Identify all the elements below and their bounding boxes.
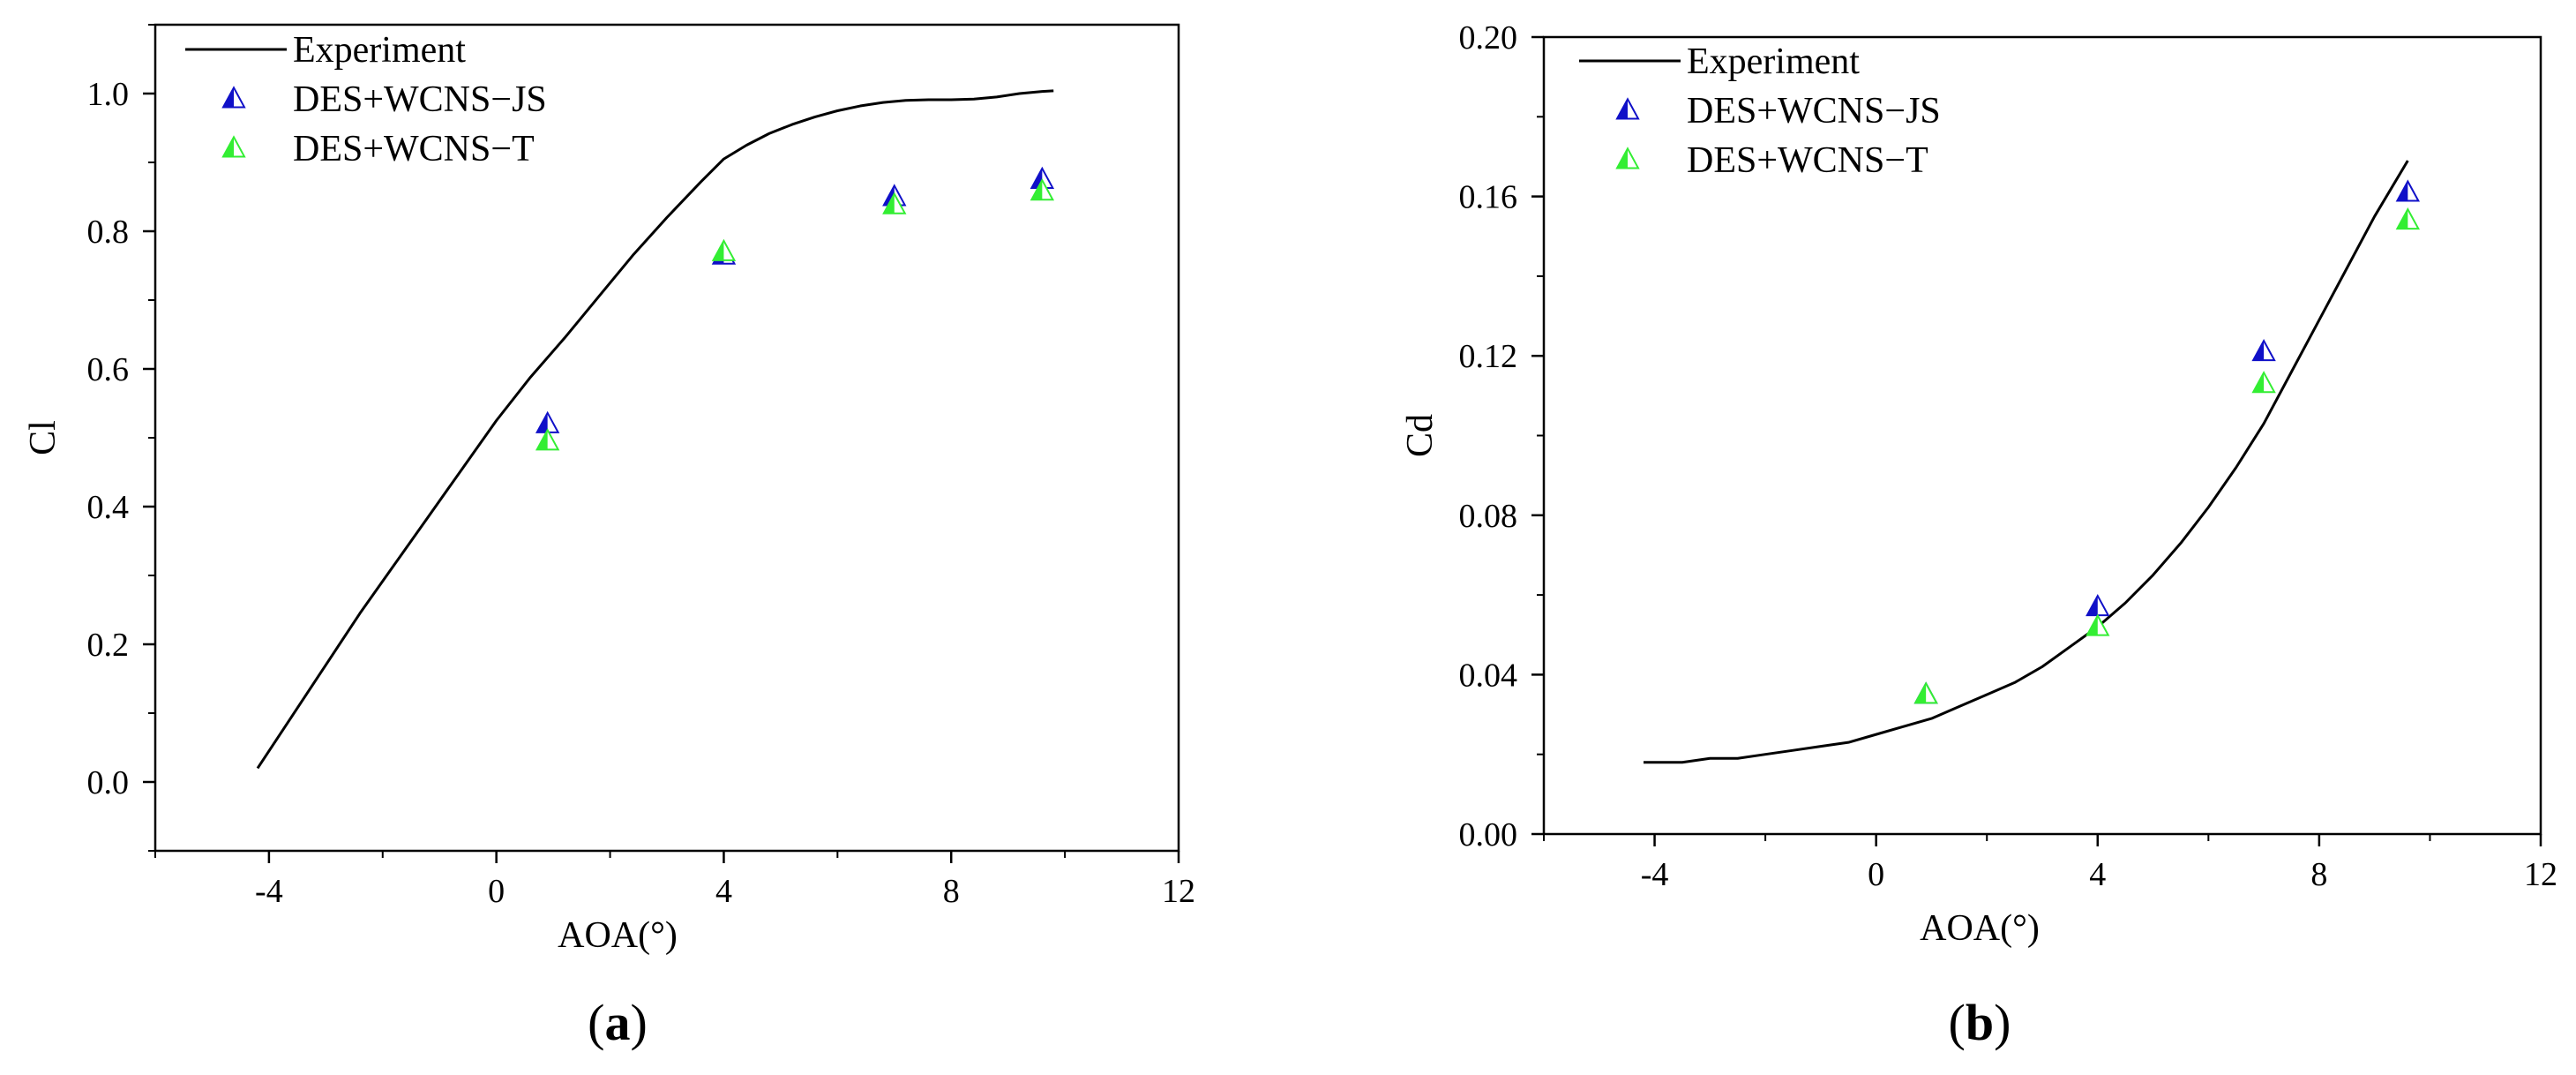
y-tick-label: 0.08 bbox=[1459, 498, 1518, 535]
legend: Experiment DES+WCNS−JS DES+WCNS−T bbox=[185, 30, 547, 169]
x-tick-label: 0 bbox=[488, 873, 505, 910]
data-point bbox=[2086, 613, 2110, 636]
data-point bbox=[2251, 338, 2276, 362]
data-point bbox=[2395, 207, 2421, 230]
experiment-line bbox=[1644, 160, 2409, 764]
legend-entry-label: Experiment bbox=[293, 30, 466, 71]
legend-entry-label: DES+WCNS−JS bbox=[293, 79, 547, 120]
data-point bbox=[882, 192, 907, 214]
legend: Experiment DES+WCNS−JS DES+WCNS−T bbox=[1579, 41, 1941, 181]
y-tick-label: 0.04 bbox=[1459, 657, 1518, 694]
y-tick-label: 0.0 bbox=[87, 764, 130, 801]
panel-label: (b) bbox=[1949, 994, 2011, 1051]
data-point bbox=[2395, 179, 2421, 202]
y-tick-label: 0.6 bbox=[87, 351, 130, 388]
cl-chart: -4 0 4 8 12 0.0 0.2 0.4 0.6 0.8 1.0 AOA(°) Cl (a) Expe… bbox=[23, 23, 1195, 1051]
y-tick-label: 0.16 bbox=[1459, 179, 1518, 216]
legend-entry-label: Experiment bbox=[1687, 41, 1860, 82]
x-tick-label: 8 bbox=[943, 873, 960, 910]
legend-entry-label: DES+WCNS−JS bbox=[1687, 91, 1941, 132]
panel-label: (a) bbox=[588, 994, 648, 1051]
y-axis-label: Cl bbox=[23, 420, 64, 455]
data-point bbox=[2086, 593, 2110, 617]
y-tick-label: 0.20 bbox=[1459, 19, 1518, 56]
x-tick-label: 12 bbox=[1162, 873, 1195, 910]
experiment-line bbox=[256, 89, 1054, 770]
cd-chart: -4 0 4 8 12 0.00 0.04 0.08 0.12 0.16 0.20 AOA(°) Cd (… bbox=[1400, 19, 2557, 1051]
data-point bbox=[1913, 681, 1938, 704]
y-axis-label: Cd bbox=[1400, 414, 1441, 457]
x-tick-label: 4 bbox=[2089, 856, 2106, 893]
x-tick-label: 12 bbox=[2524, 856, 2557, 893]
legend-entry-label: DES+WCNS−T bbox=[1687, 140, 1928, 181]
y-tick-label: 1.0 bbox=[87, 76, 130, 113]
x-axis-label: AOA(°) bbox=[1920, 908, 2040, 949]
legend-marker bbox=[1615, 147, 1640, 169]
data-point bbox=[535, 428, 560, 451]
data-point bbox=[1030, 178, 1055, 201]
y-tick-label: 0.2 bbox=[87, 627, 130, 664]
legend-marker bbox=[221, 86, 246, 109]
legend-entry-label: DES+WCNS−T bbox=[293, 129, 535, 169]
y-tick-label: 0.8 bbox=[87, 214, 130, 251]
x-tick-label: -4 bbox=[255, 873, 283, 910]
data-point bbox=[711, 238, 737, 261]
x-tick-label: -4 bbox=[1641, 856, 1669, 893]
chart-panel-a: -4 0 4 8 12 0.0 0.2 0.4 0.6 0.8 1.0 AOA(°) Cl (a) Expe… bbox=[23, 23, 1195, 1051]
data-point bbox=[2251, 371, 2276, 394]
y-tick-label: 0.4 bbox=[87, 489, 130, 526]
x-tick-label: 8 bbox=[2310, 856, 2327, 893]
chart-panel-b: -4 0 4 8 12 0.00 0.04 0.08 0.12 0.16 0.20 AOA(°) Cd (… bbox=[1288, 0, 2576, 1075]
y-tick-label: 0.12 bbox=[1459, 338, 1518, 375]
y-tick-label: 0.00 bbox=[1459, 816, 1518, 853]
x-axis-label: AOA(°) bbox=[558, 915, 678, 956]
legend-marker bbox=[1615, 97, 1640, 120]
x-tick-label: 4 bbox=[715, 873, 732, 910]
x-tick-label: 0 bbox=[1868, 856, 1884, 893]
legend-marker bbox=[221, 135, 246, 158]
